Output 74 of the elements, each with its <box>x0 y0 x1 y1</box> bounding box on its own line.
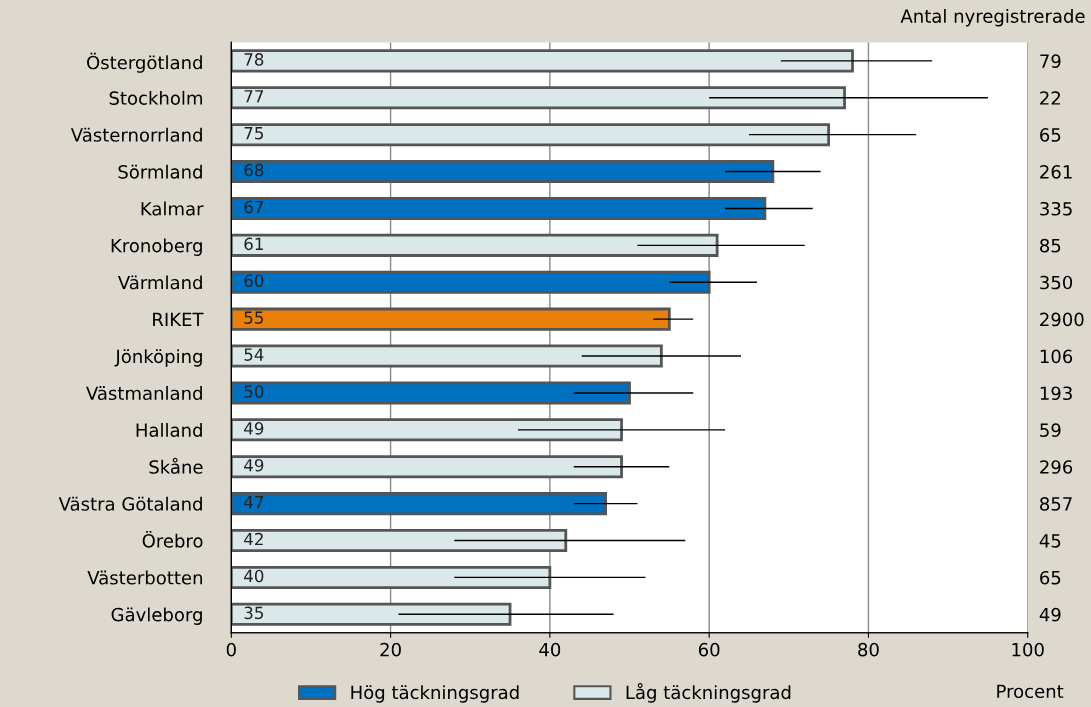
legend-label: Låg täckningsgrad <box>626 683 791 703</box>
y-tick-label: Skåne <box>149 457 203 474</box>
y-tick-label: Gävleborg <box>111 607 202 625</box>
data-label: 50 <box>244 385 264 398</box>
x-tick-label: 80 <box>858 642 879 657</box>
y2-tick-label: 2900 <box>1040 312 1084 327</box>
bar <box>231 196 767 220</box>
x-axis-title: Procent <box>997 684 1064 699</box>
y-tick-label: Västra Götaland <box>58 496 202 511</box>
bar <box>231 49 854 73</box>
bar <box>231 86 846 110</box>
data-label: 35 <box>244 606 263 620</box>
y2-tick-label: 49 <box>1039 607 1061 622</box>
data-label: 78 <box>244 53 264 66</box>
bar <box>231 344 663 368</box>
bar <box>231 528 568 553</box>
data-label: 75 <box>244 127 263 140</box>
y2-axis-title: Antal nyregistrerade <box>900 8 1085 27</box>
y-tick-label: Västernorrland <box>70 127 202 142</box>
y2-tick-label: 85 <box>1040 238 1061 253</box>
x-tick-label: 60 <box>698 642 720 657</box>
data-label: 68 <box>244 163 264 177</box>
y-tick-label: Kalmar <box>141 201 204 216</box>
y2-tick-label: 261 <box>1040 165 1072 179</box>
bar <box>231 565 552 589</box>
data-label: 40 <box>244 569 264 583</box>
data-label: 77 <box>244 90 264 103</box>
data-label: 61 <box>244 237 263 251</box>
data-label: 47 <box>244 496 264 509</box>
bar <box>231 492 607 516</box>
y-tick-label: Örebro <box>142 530 203 548</box>
data-label: 55 <box>244 311 263 324</box>
data-label: 42 <box>244 532 263 546</box>
y2-tick-label: 59 <box>1040 423 1061 437</box>
bar <box>231 233 719 257</box>
y-tick-label: Halland <box>136 422 202 437</box>
y2-tick-label: 65 <box>1040 570 1061 585</box>
bar <box>231 270 711 294</box>
y-tick-label: Värmland <box>117 275 202 290</box>
bar <box>231 602 512 626</box>
y2-tick-label: 79 <box>1040 54 1061 68</box>
y2-tick-label: 65 <box>1040 128 1061 142</box>
x-tick-label: 0 <box>226 642 236 657</box>
bar <box>231 418 623 442</box>
y-tick-label: Kronoberg <box>111 238 202 256</box>
data-label: 49 <box>244 422 264 435</box>
x-tick-label: 20 <box>380 642 401 657</box>
y-tick-label: Västmanland <box>86 386 202 401</box>
bar <box>231 455 623 479</box>
y2-tick-label: 22 <box>1040 91 1060 105</box>
y2-tick-label: 45 <box>1039 534 1061 548</box>
y-tick-label: Östergötland <box>87 52 202 73</box>
bar <box>231 123 830 147</box>
bar <box>231 307 671 331</box>
y2-tick-label: 350 <box>1040 275 1073 290</box>
data-label: 49 <box>244 458 264 472</box>
y-tick-label: Jönköping <box>114 349 202 367</box>
bar <box>231 160 775 184</box>
y2-tick-label: 106 <box>1040 349 1073 364</box>
legend-label: Hög täckningsgrad <box>351 685 519 703</box>
y-tick-label: Stockholm <box>109 90 202 105</box>
y-tick-label: Västerbotten <box>87 570 202 585</box>
bar <box>231 381 631 405</box>
x-tick-label: 40 <box>539 642 561 657</box>
y-tick-label: RIKET <box>153 312 204 326</box>
y2-tick-label: 296 <box>1040 460 1073 474</box>
data-label: 67 <box>244 200 264 214</box>
data-label: 54 <box>244 348 264 361</box>
y2-tick-label: 335 <box>1040 201 1072 216</box>
data-label: 60 <box>244 274 264 288</box>
y-tick-label: Sörmland <box>118 164 202 179</box>
x-tick-label: 100 <box>1012 642 1044 657</box>
y2-tick-label: 193 <box>1040 386 1072 401</box>
y2-tick-label: 857 <box>1040 497 1072 511</box>
